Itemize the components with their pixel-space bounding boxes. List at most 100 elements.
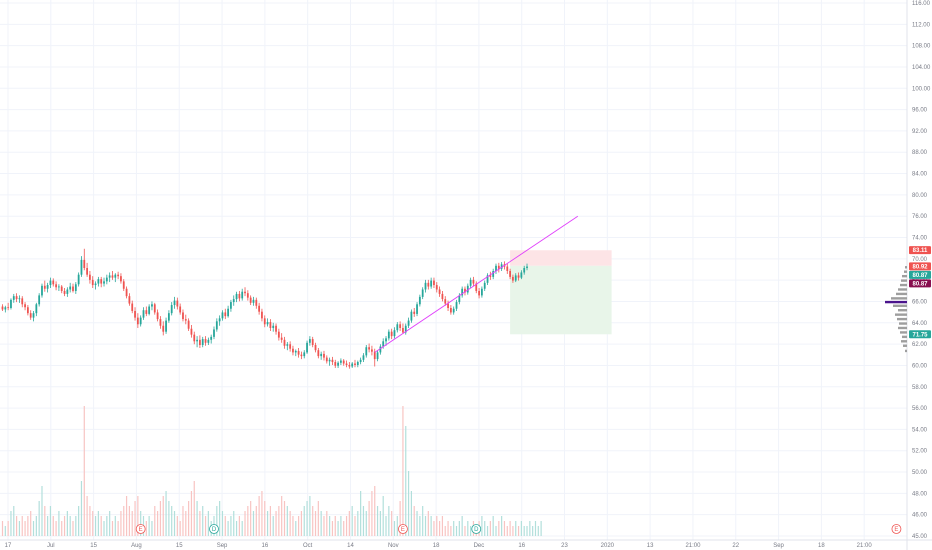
volume-bar — [503, 521, 506, 536]
profit-target-zone[interactable] — [510, 265, 612, 335]
time-tick-label: 16 — [262, 543, 269, 549]
price-tag — [909, 270, 931, 279]
candle-body — [12, 296, 15, 300]
volume-bar — [196, 501, 198, 536]
candle-body — [303, 352, 306, 357]
volume-bar — [269, 506, 271, 536]
time-tick-label: Oct — [303, 543, 313, 549]
volume-bar — [241, 521, 243, 536]
volume-bar — [278, 506, 280, 536]
candle-body — [46, 285, 49, 289]
price-tick-label: 84.00 — [912, 172, 928, 178]
candle-body — [356, 362, 359, 365]
time-tick-label: Jul — [47, 543, 55, 549]
volume-bar — [484, 521, 486, 536]
candle-body — [55, 284, 57, 288]
volume-bar — [362, 506, 365, 536]
volume-bar — [41, 486, 43, 536]
candle-body — [399, 324, 402, 328]
volume-bar — [162, 496, 164, 536]
candle-body — [314, 345, 317, 351]
volume-profile-bar — [905, 349, 907, 353]
event-marker-label: E — [401, 527, 405, 533]
volume-bar — [47, 516, 49, 536]
volume-bar — [52, 516, 54, 536]
candle-body — [117, 274, 120, 277]
volume-bar — [255, 506, 257, 536]
volume-bar — [227, 521, 229, 536]
candle-body — [221, 312, 224, 319]
volume-bar — [306, 501, 308, 536]
volume-bar — [24, 521, 26, 536]
time-tick-label: 13 — [647, 543, 654, 549]
volume-bar — [501, 516, 503, 536]
price-tick-label: 58.00 — [912, 385, 928, 391]
volume-bar — [171, 506, 173, 536]
volume-bar — [509, 521, 511, 536]
volume-bar — [289, 511, 291, 536]
volume-bar — [292, 516, 294, 536]
volume-bar — [117, 521, 119, 536]
candle-body — [4, 307, 7, 310]
volume-bar — [120, 511, 122, 536]
candle-body — [517, 275, 520, 278]
earnings-event-marker[interactable] — [891, 524, 902, 534]
price-tick-label: 116.00 — [912, 1, 931, 7]
volume-bar — [188, 501, 190, 536]
volume-bar — [179, 521, 181, 536]
stop-loss-zone[interactable] — [510, 250, 612, 266]
volume-bar — [410, 491, 412, 536]
volume-profile-bar — [898, 326, 907, 330]
volume-bar — [334, 516, 336, 536]
volume-bar — [520, 521, 522, 536]
volume-bar — [176, 516, 178, 536]
volume-profile-bar — [903, 344, 907, 347]
candle-body — [523, 268, 526, 273]
volume-bar — [219, 501, 221, 536]
volume-bar — [430, 516, 432, 536]
price-tick-label: 54.00 — [912, 427, 928, 433]
candle-body — [452, 308, 455, 313]
volume-bar — [97, 511, 99, 536]
volume-bar — [27, 516, 29, 536]
price-tick-label: 46.00 — [912, 513, 928, 519]
price-tick-label: 92.00 — [912, 129, 928, 135]
volume-bar — [55, 521, 57, 536]
volume-bar — [216, 506, 218, 536]
candle-body — [433, 280, 435, 286]
volume-bar — [506, 526, 508, 536]
volume-bar — [523, 526, 525, 536]
volume-bar — [371, 491, 373, 536]
price-tick-label: 112.00 — [912, 22, 931, 28]
dividend-event-marker[interactable] — [209, 524, 219, 534]
candle-body — [230, 302, 232, 309]
dividend-event-marker[interactable] — [471, 524, 482, 534]
price-tick-label: 62.00 — [912, 342, 928, 348]
event-marker-label: E — [894, 527, 898, 533]
volume-profile-bar — [895, 313, 907, 316]
volume-bar — [16, 516, 18, 536]
earnings-event-marker[interactable] — [135, 524, 146, 534]
volume-profile-bar — [896, 292, 907, 296]
volume-bar — [21, 516, 23, 536]
volume-bar — [78, 506, 80, 536]
candle-body — [373, 351, 376, 360]
volume-bar — [436, 516, 438, 536]
price-tick-label: 56.00 — [912, 406, 928, 412]
volume-bar — [419, 516, 421, 536]
trendline[interactable] — [374, 215, 579, 353]
candle-body — [97, 279, 100, 284]
candle-body — [162, 325, 165, 332]
candle-body — [204, 339, 207, 343]
event-marker-label: D — [474, 527, 479, 533]
volume-bar — [453, 521, 455, 536]
volume-bar — [230, 516, 232, 536]
candle-body — [320, 353, 323, 357]
volume-bar — [326, 511, 328, 536]
candle-body — [514, 275, 517, 281]
volume-bar — [399, 501, 401, 536]
earnings-event-marker[interactable] — [398, 524, 408, 534]
volume-bar — [517, 526, 520, 536]
